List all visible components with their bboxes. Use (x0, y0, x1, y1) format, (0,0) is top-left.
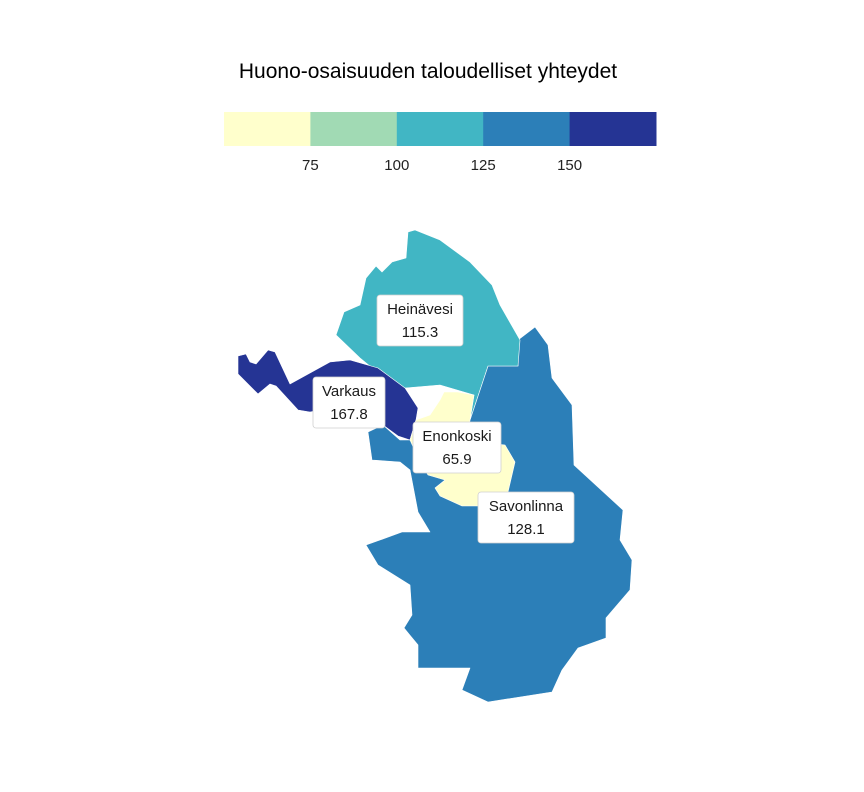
label-value-enonkoski: 65.9 (442, 451, 471, 468)
label-value-savonlinna: 128.1 (507, 521, 545, 538)
legend-swatch-1 (224, 112, 311, 146)
label-savonlinna: Savonlinna 128.1 (477, 491, 575, 544)
legend-tick-label: 125 (471, 157, 496, 174)
legend-tick-label: 100 (384, 157, 409, 174)
label-name-varkaus: Varkaus (322, 383, 376, 400)
legend: 75 100 125 150 (224, 112, 657, 174)
legend-swatch-5 (569, 112, 657, 146)
label-name-heinavesi: Heinävesi (387, 301, 453, 318)
label-varkaus: Varkaus 167.8 (312, 376, 386, 429)
legend-swatch-2 (310, 112, 398, 146)
label-box-savonlinna (477, 491, 575, 544)
label-value-heinavesi: 115.3 (402, 324, 438, 341)
label-heinavesi: Heinävesi 115.3 (376, 294, 464, 347)
legend-tick-label: 75 (302, 157, 319, 174)
label-value-varkaus: 167.8 (330, 406, 368, 423)
region-labels: Heinävesi 115.3 Varkaus 167.8 Enonkoski … (312, 294, 575, 544)
map-title: Huono-osaisuuden taloudelliset yhteydet (239, 60, 617, 83)
legend-swatch-3 (396, 112, 484, 146)
legend-swatch-4 (483, 112, 571, 146)
label-box-varkaus (312, 376, 386, 429)
label-name-savonlinna: Savonlinna (489, 498, 564, 515)
label-box-heinavesi (376, 294, 464, 347)
label-box-enonkoski (412, 421, 502, 474)
label-enonkoski: Enonkoski 65.9 (412, 421, 502, 474)
label-name-enonkoski: Enonkoski (422, 428, 491, 445)
legend-tick-label: 150 (557, 157, 582, 174)
